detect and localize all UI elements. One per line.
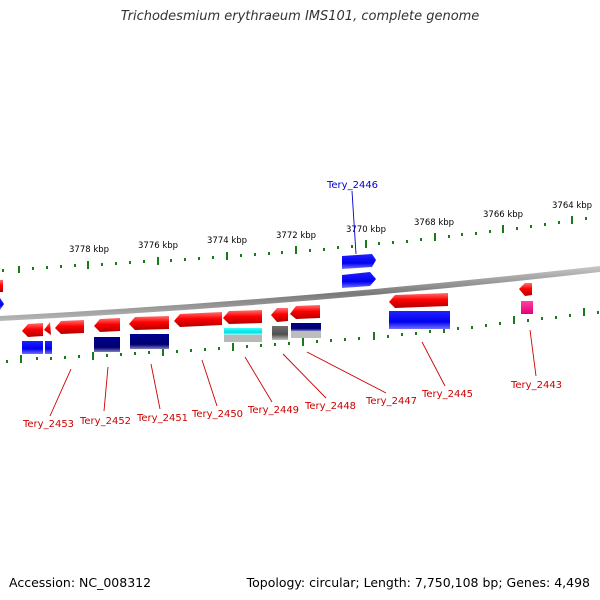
gene-label[interactable]: Tery_2448: [304, 401, 356, 412]
scale-labels: 3778 kbp 3776 kbp 3774 kbp 3772 kbp 3770…: [69, 201, 592, 255]
scale-label: 3776 kbp: [138, 241, 178, 251]
gene-fragment[interactable]: [0, 280, 3, 292]
cog-block[interactable]: [22, 341, 43, 354]
gene-arrow[interactable]: [342, 272, 376, 288]
gene-label[interactable]: Tery_2447: [365, 396, 417, 407]
cog-block[interactable]: [291, 323, 321, 331]
genome-backbone: [0, 266, 600, 321]
scale-label: 3766 kbp: [483, 210, 523, 220]
gene-label[interactable]: Tery_2443: [510, 380, 562, 391]
gene-label[interactable]: Tery_2451: [136, 413, 188, 424]
gene-arrow[interactable]: [129, 316, 169, 330]
cog-block[interactable]: [272, 326, 288, 340]
gene-arrow[interactable]: [174, 312, 222, 327]
cog-block[interactable]: [389, 311, 450, 329]
cog-block[interactable]: [45, 341, 52, 354]
gene-arrow[interactable]: [22, 323, 43, 337]
gene-arrow[interactable]: [290, 305, 320, 319]
gene-arrow[interactable]: [519, 283, 532, 296]
inner-scale-ticks: [6, 308, 599, 363]
gene-arrow[interactable]: [389, 293, 448, 308]
reverse-strand-genes: [22, 283, 533, 354]
label-leaders: [49, 190, 537, 417]
gene-arrow[interactable]: [94, 318, 120, 332]
gene-label[interactable]: Tery_2450: [191, 409, 243, 420]
cog-block[interactable]: [224, 335, 262, 342]
cog-block[interactable]: [521, 301, 533, 314]
cog-block[interactable]: [94, 337, 120, 352]
gene-arrow[interactable]: [44, 322, 51, 335]
map-title: Trichodesmium erythraeum IMS101, complet…: [120, 9, 480, 24]
forward-strand-genes: [0, 254, 376, 310]
cog-block[interactable]: [224, 328, 262, 335]
scale-label: 3772 kbp: [276, 231, 316, 241]
gene-label[interactable]: Tery_2452: [79, 416, 131, 427]
gene-label[interactable]: Tery_2453: [22, 419, 74, 430]
scale-label: 3768 kbp: [414, 218, 454, 228]
gene-label[interactable]: Tery_2446: [326, 180, 378, 191]
gene-labels: Tery_2446 Tery_2453 Tery_2452 Tery_2451 …: [22, 180, 562, 430]
cog-block[interactable]: [130, 334, 169, 349]
scale-label: 3770 kbp: [346, 225, 386, 235]
gene-arrow[interactable]: [271, 308, 288, 322]
scale-label: 3774 kbp: [207, 236, 247, 246]
gene-arrow[interactable]: [55, 320, 84, 334]
gene-label[interactable]: Tery_2445: [421, 389, 473, 400]
outer-scale-ticks: [2, 216, 587, 273]
genome-summary-text: Topology: circular; Length: 7,750,108 bp…: [246, 575, 590, 590]
cog-block[interactable]: [291, 331, 321, 338]
scale-label: 3764 kbp: [552, 201, 592, 211]
gene-label[interactable]: Tery_2449: [247, 405, 299, 416]
gene-fragment[interactable]: [0, 298, 4, 310]
gene-arrow[interactable]: [342, 254, 376, 269]
gene-arrow[interactable]: [223, 310, 262, 324]
accession-text: Accession: NC_008312: [9, 575, 152, 590]
scale-label: 3778 kbp: [69, 245, 109, 255]
